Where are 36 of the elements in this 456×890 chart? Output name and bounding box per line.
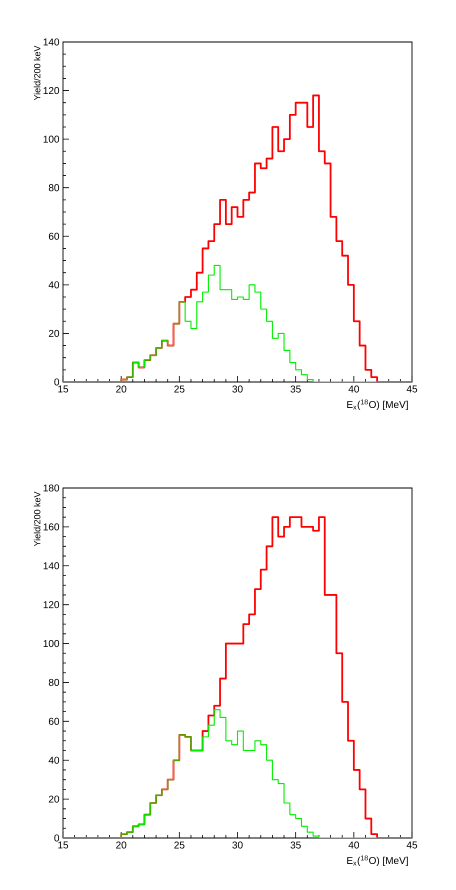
x-tick-label: 25 bbox=[174, 842, 184, 849]
x-tick-label: 30 bbox=[232, 842, 243, 849]
x-tick-label: 35 bbox=[290, 386, 301, 393]
x-tick-label: 15 bbox=[58, 842, 68, 848]
y-tick-label: 120 bbox=[44, 87, 60, 94]
y-axis-title: Yield/200 keV bbox=[34, 46, 40, 100]
x-tick-label: 45 bbox=[406, 386, 418, 392]
y-axis-title: Yield/200 keV bbox=[34, 492, 40, 546]
y-tick-label: 100 bbox=[44, 640, 60, 648]
y-tick-label: 80 bbox=[48, 184, 60, 192]
x-tick-label: 15 bbox=[58, 386, 68, 392]
y-tick-label: 180 bbox=[44, 484, 60, 492]
y-tick-label: 140 bbox=[44, 562, 60, 570]
x-tick-label: 25 bbox=[174, 386, 184, 393]
x-axis-title: E$_{x}$($^{18}$O) [MeV] bbox=[347, 399, 408, 410]
x-tick-label: 40 bbox=[348, 842, 359, 849]
y-tick-label: 120 bbox=[44, 601, 60, 608]
y-tick-label: 20 bbox=[48, 330, 60, 337]
y-tick-label: 20 bbox=[48, 796, 60, 803]
y-tick-label: 40 bbox=[48, 756, 60, 764]
x-tick-label: 20 bbox=[116, 842, 126, 849]
x-tick-label: 20 bbox=[116, 386, 126, 393]
y-tick-label: 40 bbox=[48, 281, 60, 288]
x-tick-label: 40 bbox=[348, 386, 359, 393]
y-tick-label: 60 bbox=[48, 232, 60, 240]
y-tick-label: 160 bbox=[44, 523, 60, 530]
y-tick-label: 80 bbox=[48, 678, 60, 686]
x-tick-label: 35 bbox=[290, 842, 301, 849]
y-tick-label: 100 bbox=[44, 136, 60, 143]
y-tick-label: 0 bbox=[54, 834, 60, 842]
y-tick-label: 60 bbox=[48, 718, 60, 725]
x-tick-label: 30 bbox=[232, 386, 243, 393]
y-tick-label: 0 bbox=[54, 378, 60, 386]
y-tick-label: 140 bbox=[44, 38, 60, 46]
x-axis-title: E$_{x}$($^{18}$O) [MeV] bbox=[347, 855, 408, 866]
x-tick-label: 45 bbox=[406, 842, 418, 848]
